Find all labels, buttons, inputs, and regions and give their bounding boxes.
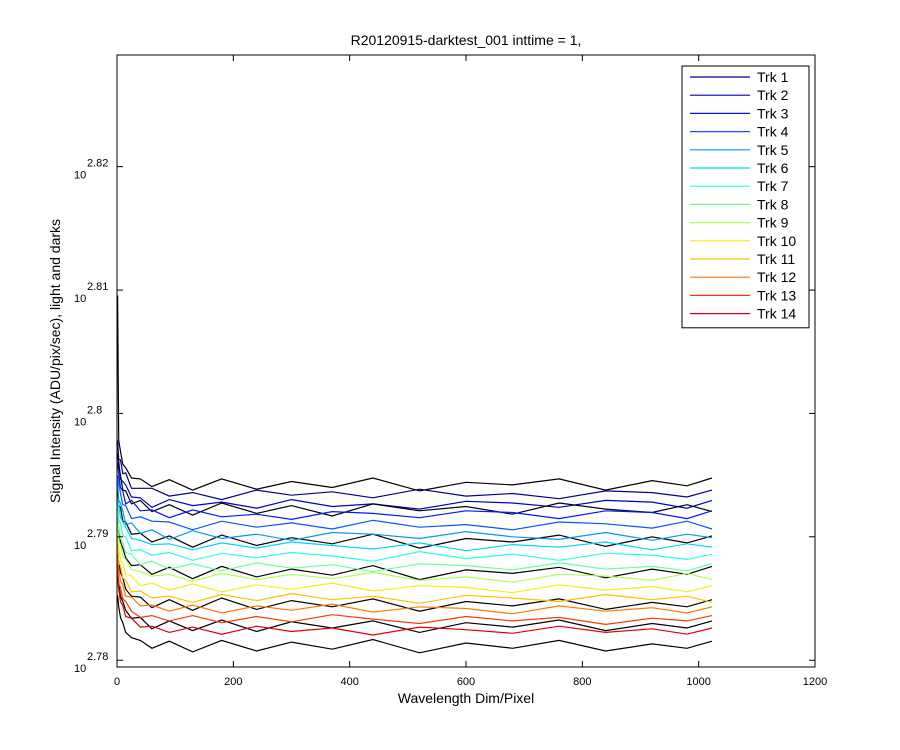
y-axis-label: Signal Intensity (ADU/pix/sec), light an… (47, 219, 63, 503)
x-tick-label: 1200 (803, 676, 827, 688)
x-tick-label: 800 (573, 676, 591, 688)
legend-label: Trk 6 (757, 160, 789, 176)
track-line (117, 480, 713, 541)
legend-label: Trk 7 (757, 178, 789, 194)
track-line (117, 475, 713, 531)
legend-label: Trk 9 (757, 215, 789, 231)
y-tick-exponent: 2.78 (87, 651, 108, 663)
dark-line (117, 517, 713, 581)
x-tick-label: 400 (340, 676, 358, 688)
legend-label: Trk 12 (757, 269, 796, 285)
dark-line (117, 595, 713, 654)
track-line (117, 516, 713, 573)
dark-line (117, 550, 713, 612)
track-line (117, 440, 713, 501)
dark-line (117, 453, 713, 517)
track-line (117, 522, 713, 583)
track-line (117, 564, 713, 626)
dark-line (117, 295, 713, 492)
dark-line (117, 574, 713, 634)
y-tick-base: 10 (74, 170, 86, 182)
track-line (117, 537, 713, 594)
legend-label: Trk 14 (757, 306, 796, 322)
track-line (117, 558, 713, 615)
x-tick-label: 600 (457, 676, 475, 688)
legend-label: Trk 13 (757, 287, 796, 303)
x-axis-label: Wavelength Dim/Pixel (398, 690, 534, 706)
y-tick-exponent: 2.8 (87, 404, 102, 416)
legend-label: Trk 11 (757, 251, 795, 267)
y-tick-exponent: 2.79 (87, 528, 108, 540)
y-tick-base: 10 (74, 540, 86, 552)
y-tick-base: 10 (74, 416, 86, 428)
track-line (117, 462, 713, 521)
plot-group (117, 295, 713, 654)
x-tick-label: 0 (114, 676, 120, 688)
legend-label: Trk 4 (757, 124, 789, 140)
y-tick-base: 10 (74, 293, 86, 305)
chart-title: R20120915-darktest_001 inttime = 1, (351, 32, 582, 48)
track-line (117, 543, 713, 604)
legend-label: Trk 5 (757, 142, 789, 158)
y-tick-base: 10 (74, 663, 86, 675)
legend-label: Trk 2 (757, 87, 789, 103)
y-tick-exponent: 2.82 (87, 158, 108, 170)
legend-label: Trk 10 (757, 233, 796, 249)
y-tick-exponent: 2.81 (87, 281, 108, 293)
x-tick-label: 1000 (686, 676, 710, 688)
track-line (117, 498, 713, 552)
legend-label: Trk 8 (757, 196, 789, 212)
track-line (117, 502, 713, 562)
legend-label: Trk 1 (757, 69, 789, 85)
legend-box (681, 65, 810, 329)
track-line (117, 576, 713, 636)
x-tick-label: 200 (224, 676, 242, 688)
legend-label: Trk 3 (757, 105, 789, 121)
